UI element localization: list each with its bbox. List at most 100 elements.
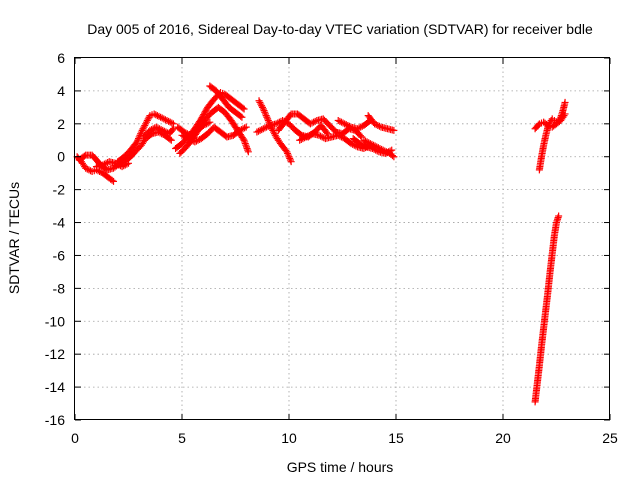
y-tick-label: 2 — [57, 116, 65, 132]
data-point — [345, 122, 353, 130]
grid-layer — [75, 58, 610, 420]
data-point — [239, 104, 247, 112]
data-point — [238, 113, 246, 121]
data-point — [152, 123, 160, 131]
data-point — [163, 117, 171, 125]
data-point — [115, 161, 123, 169]
data-point — [144, 115, 152, 123]
y-tick-label: -8 — [53, 280, 66, 296]
data-point — [120, 162, 128, 170]
data-point — [561, 98, 569, 106]
data-point — [168, 126, 176, 134]
data-point — [118, 163, 126, 171]
data-point — [390, 126, 398, 134]
data-point — [241, 138, 249, 146]
data-point — [379, 146, 387, 154]
y-tick-label: -16 — [45, 412, 65, 428]
data-point — [304, 132, 312, 140]
data-point — [243, 143, 251, 151]
data-point — [168, 119, 176, 127]
data-point — [125, 159, 132, 167]
x-tick-label: 0 — [71, 430, 79, 446]
data-point — [305, 131, 313, 139]
data-point — [356, 132, 364, 140]
data-point — [371, 142, 379, 150]
data-point — [240, 136, 248, 144]
data-point — [359, 141, 367, 149]
data-point — [137, 128, 145, 136]
data-point — [375, 122, 383, 130]
data-point — [261, 124, 269, 132]
data-point — [284, 151, 292, 159]
data-point — [242, 141, 250, 149]
data-point — [203, 120, 211, 128]
y-tick-label: -4 — [53, 215, 66, 231]
data-point — [166, 118, 174, 126]
data-point — [334, 131, 342, 139]
data-point — [285, 153, 293, 161]
data-point — [253, 128, 261, 136]
data-point — [242, 123, 250, 131]
x-tick-label: 25 — [602, 430, 618, 446]
data-point — [239, 135, 247, 143]
data-point — [257, 100, 265, 108]
data-layer — [73, 82, 569, 406]
data-point — [143, 117, 151, 125]
data-point — [244, 146, 252, 154]
data-point — [180, 128, 188, 136]
data-point — [188, 136, 196, 144]
data-point — [264, 115, 272, 123]
data-point — [206, 118, 214, 126]
data-point — [263, 113, 271, 121]
data-point — [204, 119, 212, 127]
chart-title: Day 005 of 2016, Sidereal Day-to-day VTE… — [87, 21, 593, 37]
y-tick-label: -12 — [45, 346, 65, 362]
data-point — [152, 111, 160, 119]
data-point — [287, 158, 295, 166]
data-point — [378, 145, 386, 153]
x-tick-label: 15 — [388, 430, 404, 446]
data-point — [381, 147, 389, 155]
x-tick-label: 10 — [281, 430, 297, 446]
data-point — [347, 140, 355, 148]
data-point — [121, 161, 129, 169]
data-point — [263, 123, 271, 131]
y-tick-label: -6 — [53, 247, 66, 263]
data-point — [363, 138, 371, 146]
data-point — [134, 135, 142, 143]
data-point — [159, 126, 167, 134]
data-point — [192, 137, 200, 145]
data-point — [156, 125, 164, 133]
data-point — [262, 112, 270, 120]
data-point — [306, 120, 314, 128]
data-point — [139, 125, 147, 133]
data-point — [390, 153, 398, 161]
plot-frame — [74, 57, 610, 420]
data-point — [270, 130, 278, 138]
y-tick-label: 0 — [57, 149, 65, 165]
data-point — [160, 127, 168, 135]
data-point — [82, 164, 90, 172]
y-tick-label: -14 — [45, 379, 65, 395]
data-point — [155, 112, 163, 120]
data-point — [138, 126, 146, 134]
data-point — [261, 110, 269, 118]
data-point — [286, 154, 294, 162]
data-point — [322, 128, 330, 136]
data-point — [561, 110, 569, 118]
data-point — [134, 136, 142, 144]
data-point — [83, 165, 91, 173]
data-point — [357, 140, 365, 148]
data-point — [182, 129, 190, 137]
data-point — [336, 117, 344, 125]
data-point — [301, 134, 309, 142]
data-point — [376, 145, 384, 152]
data-point — [157, 113, 165, 121]
data-point — [336, 132, 344, 140]
data-point — [373, 143, 381, 151]
data-point — [157, 126, 165, 134]
data-point — [113, 160, 121, 168]
data-point — [243, 145, 251, 152]
data-point — [149, 125, 157, 133]
data-point — [258, 103, 266, 111]
